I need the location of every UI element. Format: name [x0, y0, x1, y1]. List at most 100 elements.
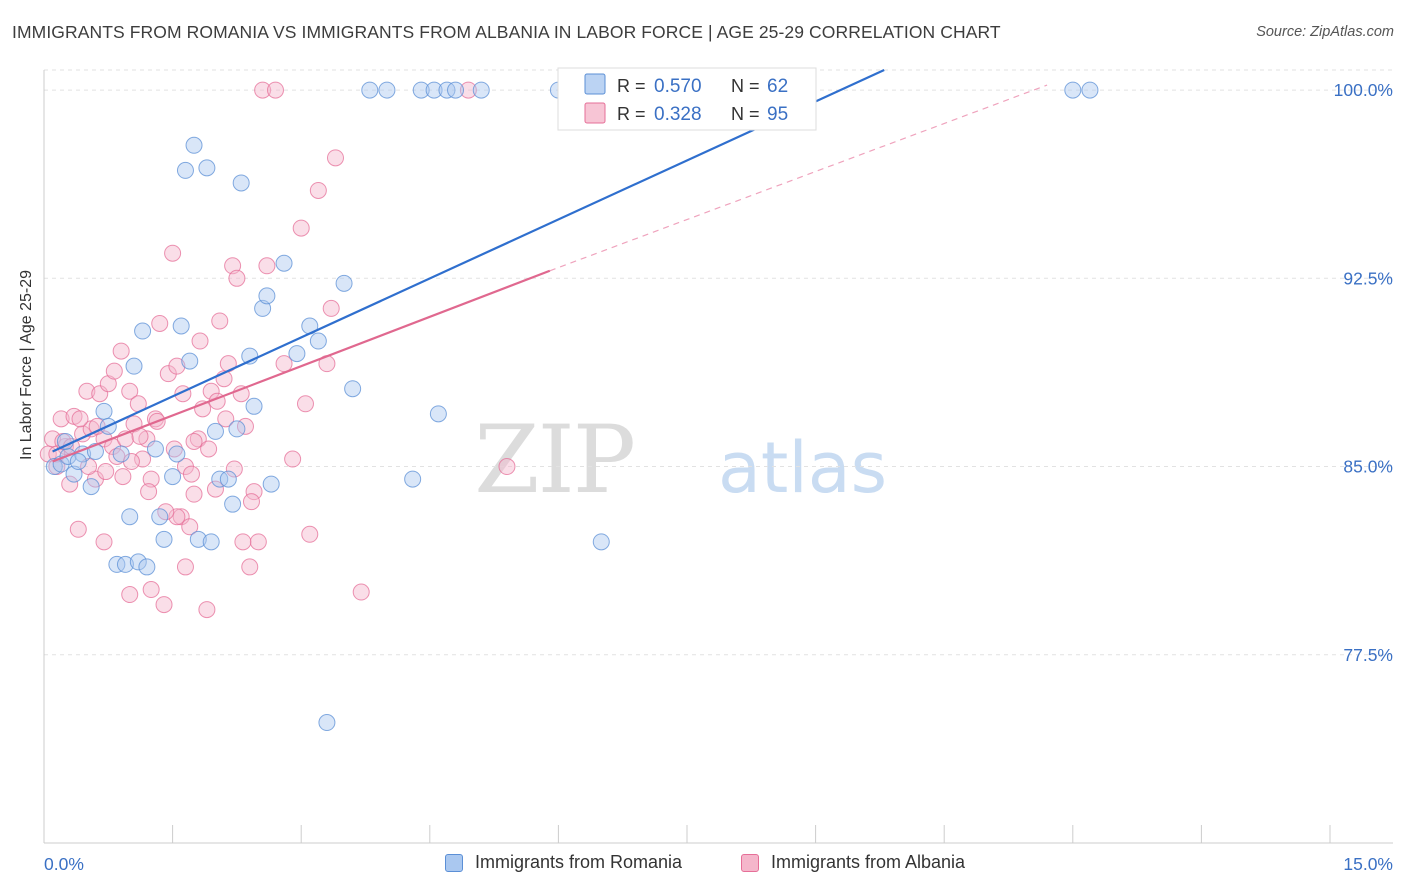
data-point-albania	[121, 586, 139, 604]
data-point-albania	[164, 244, 182, 262]
data-point-romania	[228, 420, 246, 438]
data-point-romania	[185, 136, 203, 154]
legend-n-label-romania: N =	[731, 76, 760, 96]
data-point-romania	[361, 81, 379, 99]
legend-r-label-romania: R =	[617, 76, 646, 96]
data-point-romania	[262, 475, 280, 493]
data-point-romania	[425, 81, 443, 99]
chart-title: IMMIGRANTS FROM ROMANIA VS IMMIGRANTS FR…	[12, 22, 1001, 42]
data-point-albania	[284, 450, 302, 468]
data-point-albania	[97, 463, 115, 481]
data-point-albania	[211, 312, 229, 330]
legend-r-value-albania: 0.328	[654, 104, 702, 125]
data-point-albania	[198, 601, 216, 619]
data-point-albania	[326, 149, 344, 167]
data-point-romania	[134, 322, 152, 340]
y-tick-label: 77.5%	[1343, 645, 1393, 665]
data-point-romania	[258, 287, 276, 305]
trend-line-albania-extension	[549, 84, 1048, 272]
data-point-albania	[309, 181, 327, 199]
data-point-albania	[185, 432, 203, 450]
data-point-romania	[335, 274, 353, 292]
data-point-romania	[65, 465, 83, 483]
data-point-albania	[142, 581, 160, 599]
data-points	[39, 81, 1099, 732]
data-point-romania	[254, 299, 272, 317]
series-legend: Immigrants from Romania Immigrants from …	[0, 852, 1406, 878]
watermark-zip: ZIP	[474, 406, 634, 515]
data-point-romania	[45, 458, 63, 476]
y-tick-label: 100.0%	[1334, 80, 1393, 100]
watermark-atlas: atlas	[718, 427, 887, 509]
data-point-romania	[378, 81, 396, 99]
data-point-romania	[125, 357, 143, 375]
trend-line-albania	[52, 269, 551, 463]
data-point-albania	[168, 357, 186, 375]
data-point-romania	[164, 468, 182, 486]
trend-line-romania	[52, 69, 885, 453]
data-point-albania	[225, 460, 243, 478]
data-point-albania	[217, 410, 235, 428]
legend-item-romania: Immigrants from Romania	[445, 852, 682, 873]
data-point-romania	[155, 530, 173, 548]
legend-swatch-romania-bottom	[445, 853, 463, 872]
data-point-romania	[138, 558, 156, 576]
data-point-albania	[498, 458, 516, 476]
legend-label-romania: Immigrants from Romania	[475, 852, 683, 872]
data-point-albania	[296, 395, 314, 413]
data-point-albania	[165, 440, 183, 458]
source-label: Source: ZipAtlas.com	[1256, 24, 1394, 40]
legend-n-value-romania: 62	[767, 76, 788, 97]
data-point-albania	[78, 382, 96, 400]
data-point-romania	[245, 397, 263, 415]
data-point-albania	[245, 483, 263, 501]
legend-r-label-albania: R =	[617, 104, 646, 124]
legend-n-label-albania: N =	[731, 104, 760, 124]
data-point-albania	[155, 596, 173, 614]
data-point-romania	[121, 508, 139, 526]
data-point-albania	[249, 533, 267, 551]
data-point-romania	[146, 440, 164, 458]
data-point-albania	[202, 382, 220, 400]
data-point-albania	[241, 558, 259, 576]
data-point-albania	[242, 493, 260, 511]
data-point-albania	[224, 257, 242, 275]
data-point-albania	[112, 342, 130, 360]
data-point-albania	[134, 450, 152, 468]
legend-swatch-romania	[584, 73, 606, 95]
data-point-romania	[344, 380, 362, 398]
data-point-romania	[404, 470, 422, 488]
data-point-albania	[266, 81, 284, 99]
data-point-albania	[176, 558, 194, 576]
data-point-romania	[211, 470, 229, 488]
data-point-albania	[61, 475, 79, 493]
data-point-romania	[219, 470, 237, 488]
stats-legend: R = 0.570 N = 62 R = 0.328 N = 95	[557, 67, 817, 131]
data-point-romania	[69, 453, 87, 471]
data-point-romania	[412, 81, 430, 99]
data-point-romania	[447, 81, 465, 99]
data-point-romania	[438, 81, 456, 99]
x-tick-label-max: 15.0%	[1343, 854, 1393, 874]
data-point-albania	[191, 332, 209, 350]
data-point-romania	[112, 445, 130, 463]
data-point-romania	[202, 533, 220, 551]
data-point-romania	[288, 345, 306, 363]
data-point-romania	[189, 530, 207, 548]
data-point-romania	[232, 174, 250, 192]
data-point-albania	[140, 483, 158, 501]
data-point-romania	[108, 555, 126, 573]
data-point-albania	[71, 410, 89, 428]
data-point-albania	[258, 257, 276, 275]
data-point-albania	[95, 533, 113, 551]
data-point-albania	[52, 410, 70, 428]
legend-n-value-albania: 95	[767, 104, 788, 125]
legend-swatch-albania-bottom	[741, 853, 759, 872]
data-point-albania	[182, 465, 200, 483]
tick-labels: 77.5% 85.0% 92.5% 100.0% 0.0% 15.0%	[44, 80, 1393, 874]
data-point-albania	[105, 362, 123, 380]
data-point-albania	[301, 525, 319, 543]
data-point-albania	[185, 485, 203, 503]
data-point-romania	[592, 533, 610, 551]
